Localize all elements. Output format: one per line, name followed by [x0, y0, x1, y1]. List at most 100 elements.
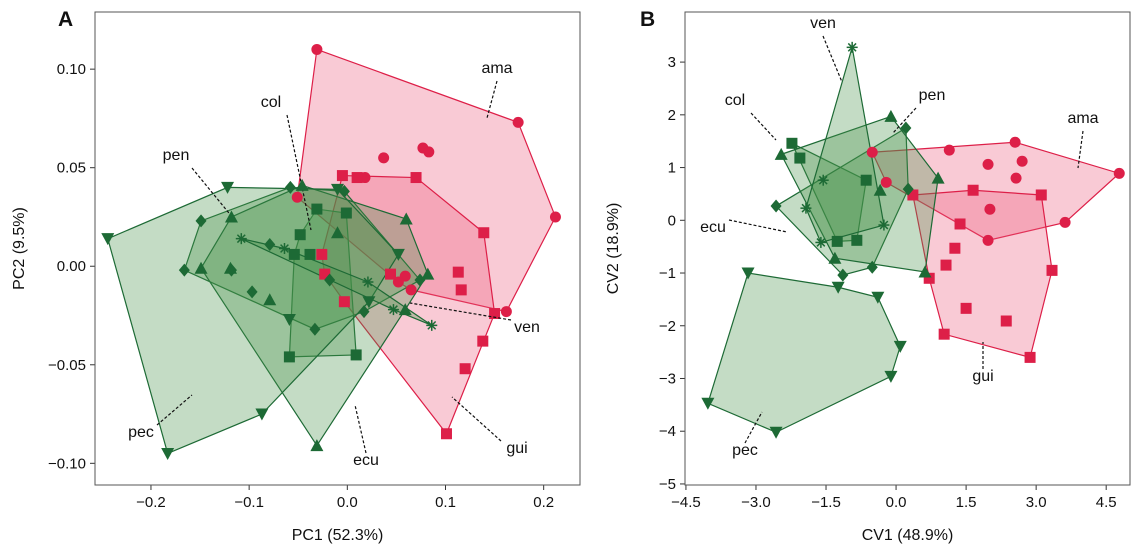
- x-tick-label: −0.1: [234, 494, 264, 511]
- point: [324, 273, 336, 287]
- point: [283, 351, 295, 363]
- y-tick-label: 1: [668, 160, 676, 177]
- asterisk-stroke: [363, 277, 373, 287]
- point: [1035, 189, 1047, 201]
- point: [846, 41, 858, 53]
- point: [794, 152, 806, 164]
- point: [340, 207, 352, 219]
- point: [817, 174, 829, 186]
- point: [902, 182, 914, 196]
- point: [311, 203, 323, 215]
- point: [984, 203, 996, 215]
- point: [884, 370, 898, 383]
- point: [1113, 167, 1125, 179]
- point: [1010, 172, 1022, 184]
- point: [319, 268, 331, 280]
- point: [837, 268, 849, 282]
- asterisk-stroke: [389, 305, 398, 315]
- point: [304, 248, 316, 260]
- asterisk-stroke: [236, 234, 246, 244]
- asterisk-stroke: [280, 244, 289, 253]
- y-tick-label: −1: [659, 265, 676, 282]
- x-tick-label: −0.2: [136, 494, 166, 511]
- asterisk-stroke: [801, 203, 811, 213]
- x-tick-label: 0.0: [337, 494, 358, 511]
- annotation: ecu: [353, 452, 379, 469]
- y-tick-label: 2: [668, 107, 676, 124]
- point: [831, 235, 843, 247]
- point: [851, 234, 863, 246]
- annotation: col: [725, 92, 745, 109]
- y-tick-label: 3: [668, 54, 676, 71]
- point: [410, 172, 422, 184]
- y-tick-label: 0.10: [57, 61, 86, 78]
- point: [288, 248, 300, 260]
- annotation: ama: [481, 60, 512, 77]
- point: [331, 226, 344, 239]
- annotation-leader: [1077, 130, 1084, 169]
- point: [278, 243, 290, 254]
- annotation: col: [261, 94, 281, 111]
- point: [500, 306, 512, 318]
- x-tick-label: 1.5: [956, 494, 977, 511]
- point: [1016, 155, 1028, 167]
- point: [350, 349, 362, 361]
- y-tick-label: −2: [659, 318, 676, 335]
- point: [1059, 216, 1071, 228]
- annotation: ecu: [700, 219, 726, 236]
- annotation-leader: [156, 394, 193, 426]
- asterisk-stroke: [818, 175, 828, 185]
- point: [918, 265, 932, 278]
- annotation: gui: [972, 368, 993, 385]
- point: [478, 227, 490, 239]
- point: [786, 137, 798, 149]
- point: [982, 158, 994, 170]
- point: [923, 272, 935, 284]
- point: [828, 251, 842, 264]
- point: [223, 261, 237, 274]
- point: [512, 116, 524, 128]
- y-tick-label: 0.05: [57, 160, 86, 177]
- y-tick-label: −0.05: [48, 357, 86, 374]
- point: [769, 426, 783, 439]
- point: [387, 304, 399, 316]
- point: [421, 267, 435, 280]
- x-tick-label: −1.5: [811, 494, 841, 511]
- plot-frame: [684, 11, 1131, 486]
- point: [246, 285, 258, 299]
- point: [423, 146, 435, 158]
- point: [459, 363, 471, 375]
- point: [195, 214, 207, 228]
- point: [954, 218, 966, 230]
- point: [943, 144, 955, 156]
- y-tick-label: 0: [668, 212, 676, 229]
- x-tick-label: −3.0: [741, 494, 771, 511]
- y-tick-label: −3: [659, 370, 676, 387]
- point: [316, 248, 328, 260]
- point: [426, 319, 438, 331]
- point: [398, 303, 412, 316]
- point: [255, 408, 269, 421]
- x-tick-label: 0.1: [435, 494, 456, 511]
- point: [701, 397, 715, 410]
- point: [455, 284, 467, 296]
- point: [378, 152, 390, 164]
- point: [405, 284, 417, 296]
- y-tick-label: −4: [659, 423, 676, 440]
- x-tick-label: 3.0: [1026, 494, 1047, 511]
- annotation: pec: [128, 424, 154, 441]
- y-tick-label: −5: [659, 476, 676, 493]
- point: [309, 322, 321, 336]
- point: [291, 191, 303, 203]
- point: [949, 242, 961, 254]
- point: [399, 212, 413, 225]
- point: [194, 261, 208, 274]
- x-axis-label: PC1 (52.3%): [292, 527, 384, 544]
- panel-label: A: [58, 8, 73, 31]
- y-axis-label: CV2 (18.9%): [605, 203, 622, 295]
- hull: [912, 189, 1053, 359]
- point: [235, 233, 247, 245]
- asterisk-stroke: [816, 238, 826, 247]
- annotation-leader: [354, 404, 367, 454]
- plot-frame: [94, 11, 581, 486]
